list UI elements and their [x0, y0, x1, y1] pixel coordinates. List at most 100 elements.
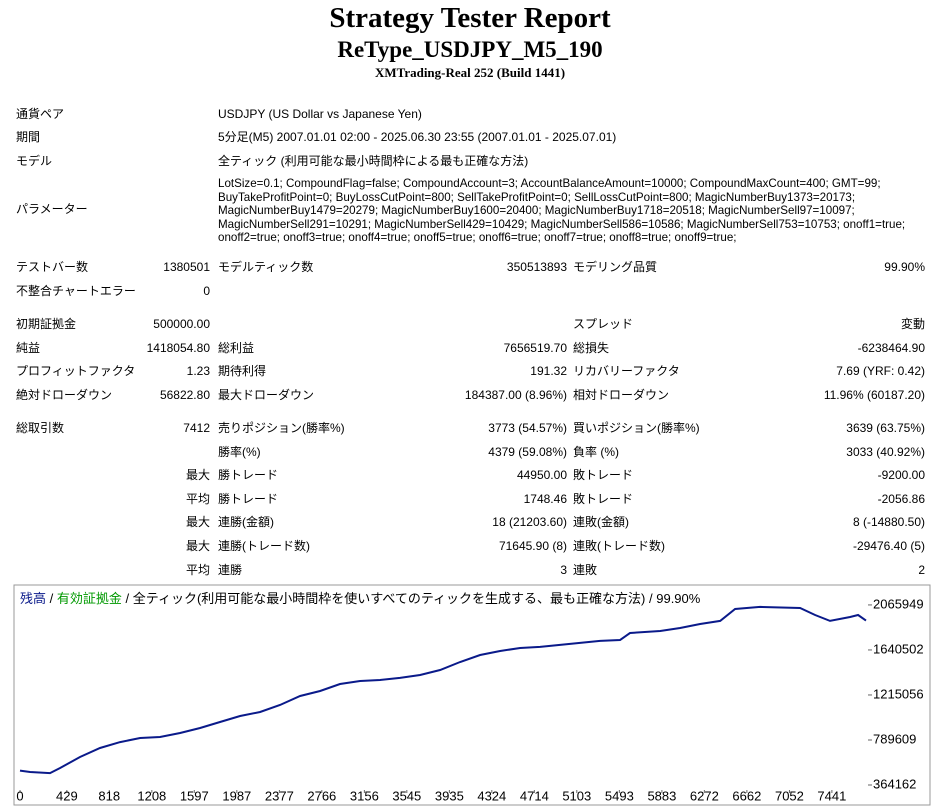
- row-label: 連敗(トレード数): [573, 539, 665, 553]
- row-label: 期待利得: [218, 364, 267, 378]
- row-value: LotSize=0.1; CompoundFlag=false; Compoun…: [218, 177, 906, 244]
- row-value: 3: [560, 563, 567, 577]
- balance-line: [19, 605, 867, 775]
- row-value: 平均: [185, 492, 210, 506]
- x-tick-label: 1597: [180, 788, 209, 803]
- x-tick-label: 2377: [265, 788, 294, 803]
- legend-caption: 全ティック(利用可能な最小時間枠を使いすべてのティックを生成する、最も正確な方法…: [133, 591, 646, 606]
- x-tick-label: 7441: [817, 788, 846, 803]
- legend-quality: 99.90%: [656, 591, 701, 606]
- row-value: 3033 (40.92%): [846, 445, 925, 459]
- row-value: 平均: [185, 563, 210, 577]
- y-tick-label: 364162: [873, 776, 916, 791]
- row-label: 最大ドローダウン: [218, 388, 315, 402]
- row-label: 連敗: [573, 563, 598, 577]
- row-label: モデリング品質: [573, 260, 658, 274]
- row-label: 負率 (%): [573, 445, 619, 459]
- legend-equity: 有効証拠金: [57, 591, 122, 606]
- build-info: XMTrading-Real 252 (Build 1441): [374, 65, 566, 80]
- row-value: 1418054.80: [146, 341, 210, 355]
- row-label: モデル: [16, 154, 53, 168]
- row-label: スプレッド: [573, 317, 634, 331]
- row-label: テストバー数: [16, 260, 89, 274]
- row-value: 最大: [185, 515, 210, 529]
- legend-sep: /: [122, 591, 133, 606]
- row-label: モデルティック数: [218, 260, 314, 274]
- row-value: 5分足(M5) 2007.01.01 02:00 - 2025.06.30 23…: [218, 130, 617, 144]
- row-value: -6238464.90: [857, 341, 925, 355]
- row-label: プロフィットファクタ: [16, 364, 136, 378]
- x-tick-label: 0: [16, 788, 23, 803]
- row-value: 184387.00 (8.96%): [464, 388, 567, 402]
- x-tick-label: 818: [98, 788, 120, 803]
- legend-sep: /: [645, 591, 656, 606]
- row-label: 相対ドローダウン: [573, 388, 670, 402]
- legend: 残高 / 有効証拠金 / 全ティック(利用可能な最小時間枠を使いすべてのティック…: [20, 591, 701, 606]
- x-tick-label: 2766: [307, 788, 336, 803]
- row-value: 7.69 (YRF: 0.42): [836, 364, 925, 378]
- row-value: 191.32: [530, 364, 567, 378]
- x-tick-label: 5883: [647, 788, 676, 803]
- row-label: 総損失: [573, 341, 610, 355]
- x-tick-label: 7052: [775, 788, 804, 803]
- row-value: 11.96% (60187.20): [823, 388, 925, 402]
- row-value: 4379 (59.08%): [488, 445, 567, 459]
- x-tick-label: 4324: [477, 788, 506, 803]
- row-value: 最大: [185, 539, 210, 553]
- row-label: 連敗(金額): [573, 515, 629, 529]
- legend-balance: 残高: [20, 591, 46, 606]
- x-tick-label: 3156: [350, 788, 379, 803]
- row-label: 総利益: [218, 341, 255, 355]
- row-value: 7412: [183, 421, 210, 435]
- row-value: 56822.80: [159, 388, 210, 402]
- row-label: 連勝: [218, 563, 243, 577]
- row-label: 勝率(%): [218, 445, 261, 459]
- row-value: -9200.00: [877, 468, 925, 482]
- y-tick-label: 2065949: [873, 596, 924, 611]
- x-tick-label: 4714: [520, 788, 549, 803]
- row-label: 敗トレード: [573, 492, 634, 506]
- row-value: 71645.90 (8): [498, 539, 567, 553]
- row-label: 買いポジション(勝率%): [573, 421, 700, 435]
- x-tick-label: 5103: [562, 788, 591, 803]
- row-value: 350513893: [506, 260, 567, 274]
- row-label: 初期証拠金: [16, 317, 77, 331]
- row-label: パラメーター: [16, 202, 88, 216]
- y-tick-label: 1640502: [873, 641, 924, 656]
- row-label: 勝トレード: [218, 468, 279, 482]
- row-label: 連勝(トレード数): [218, 539, 310, 553]
- row-value: 最大: [185, 468, 210, 482]
- row-label: 純益: [16, 341, 41, 355]
- row-value: 3639 (63.75%): [846, 421, 925, 435]
- x-tick-label: 6272: [690, 788, 719, 803]
- row-label: 絶対ドローダウン: [16, 388, 113, 402]
- chart-frame: [13, 584, 931, 806]
- x-tick-label: 3545: [392, 788, 421, 803]
- row-value: -2056.86: [877, 492, 925, 506]
- row-value: 18 (21203.60): [492, 515, 567, 529]
- row-value: 1748.46: [523, 492, 567, 506]
- row-value: 8 (-14880.50): [852, 515, 925, 529]
- x-tick-label: 3935: [435, 788, 464, 803]
- x-tick-label: 429: [56, 788, 78, 803]
- row-value: 3773 (54.57%): [488, 421, 567, 435]
- x-tick-label: 5493: [605, 788, 634, 803]
- row-label: 勝トレード: [218, 492, 279, 506]
- legend-sep: /: [46, 591, 57, 606]
- row-value: 99.90%: [884, 260, 925, 274]
- row-value: 1.23: [186, 364, 210, 378]
- row-value: USDJPY (US Dollar vs Japanese Yen): [218, 107, 422, 121]
- x-tick-label: 6662: [732, 788, 761, 803]
- row-label: 通貨ペア: [16, 107, 65, 121]
- row-label: 敗トレード: [573, 468, 634, 482]
- report-title: Strategy Tester Report: [329, 2, 611, 34]
- row-value: 44950.00: [516, 468, 567, 482]
- row-label: 不整合チャートエラー: [16, 284, 136, 298]
- row-value: -29476.40 (5): [852, 539, 925, 553]
- row-value: 500000.00: [153, 317, 210, 331]
- row-value: 2: [918, 563, 925, 577]
- row-value: 0: [203, 284, 210, 298]
- row-label: 連勝(金額): [218, 515, 274, 529]
